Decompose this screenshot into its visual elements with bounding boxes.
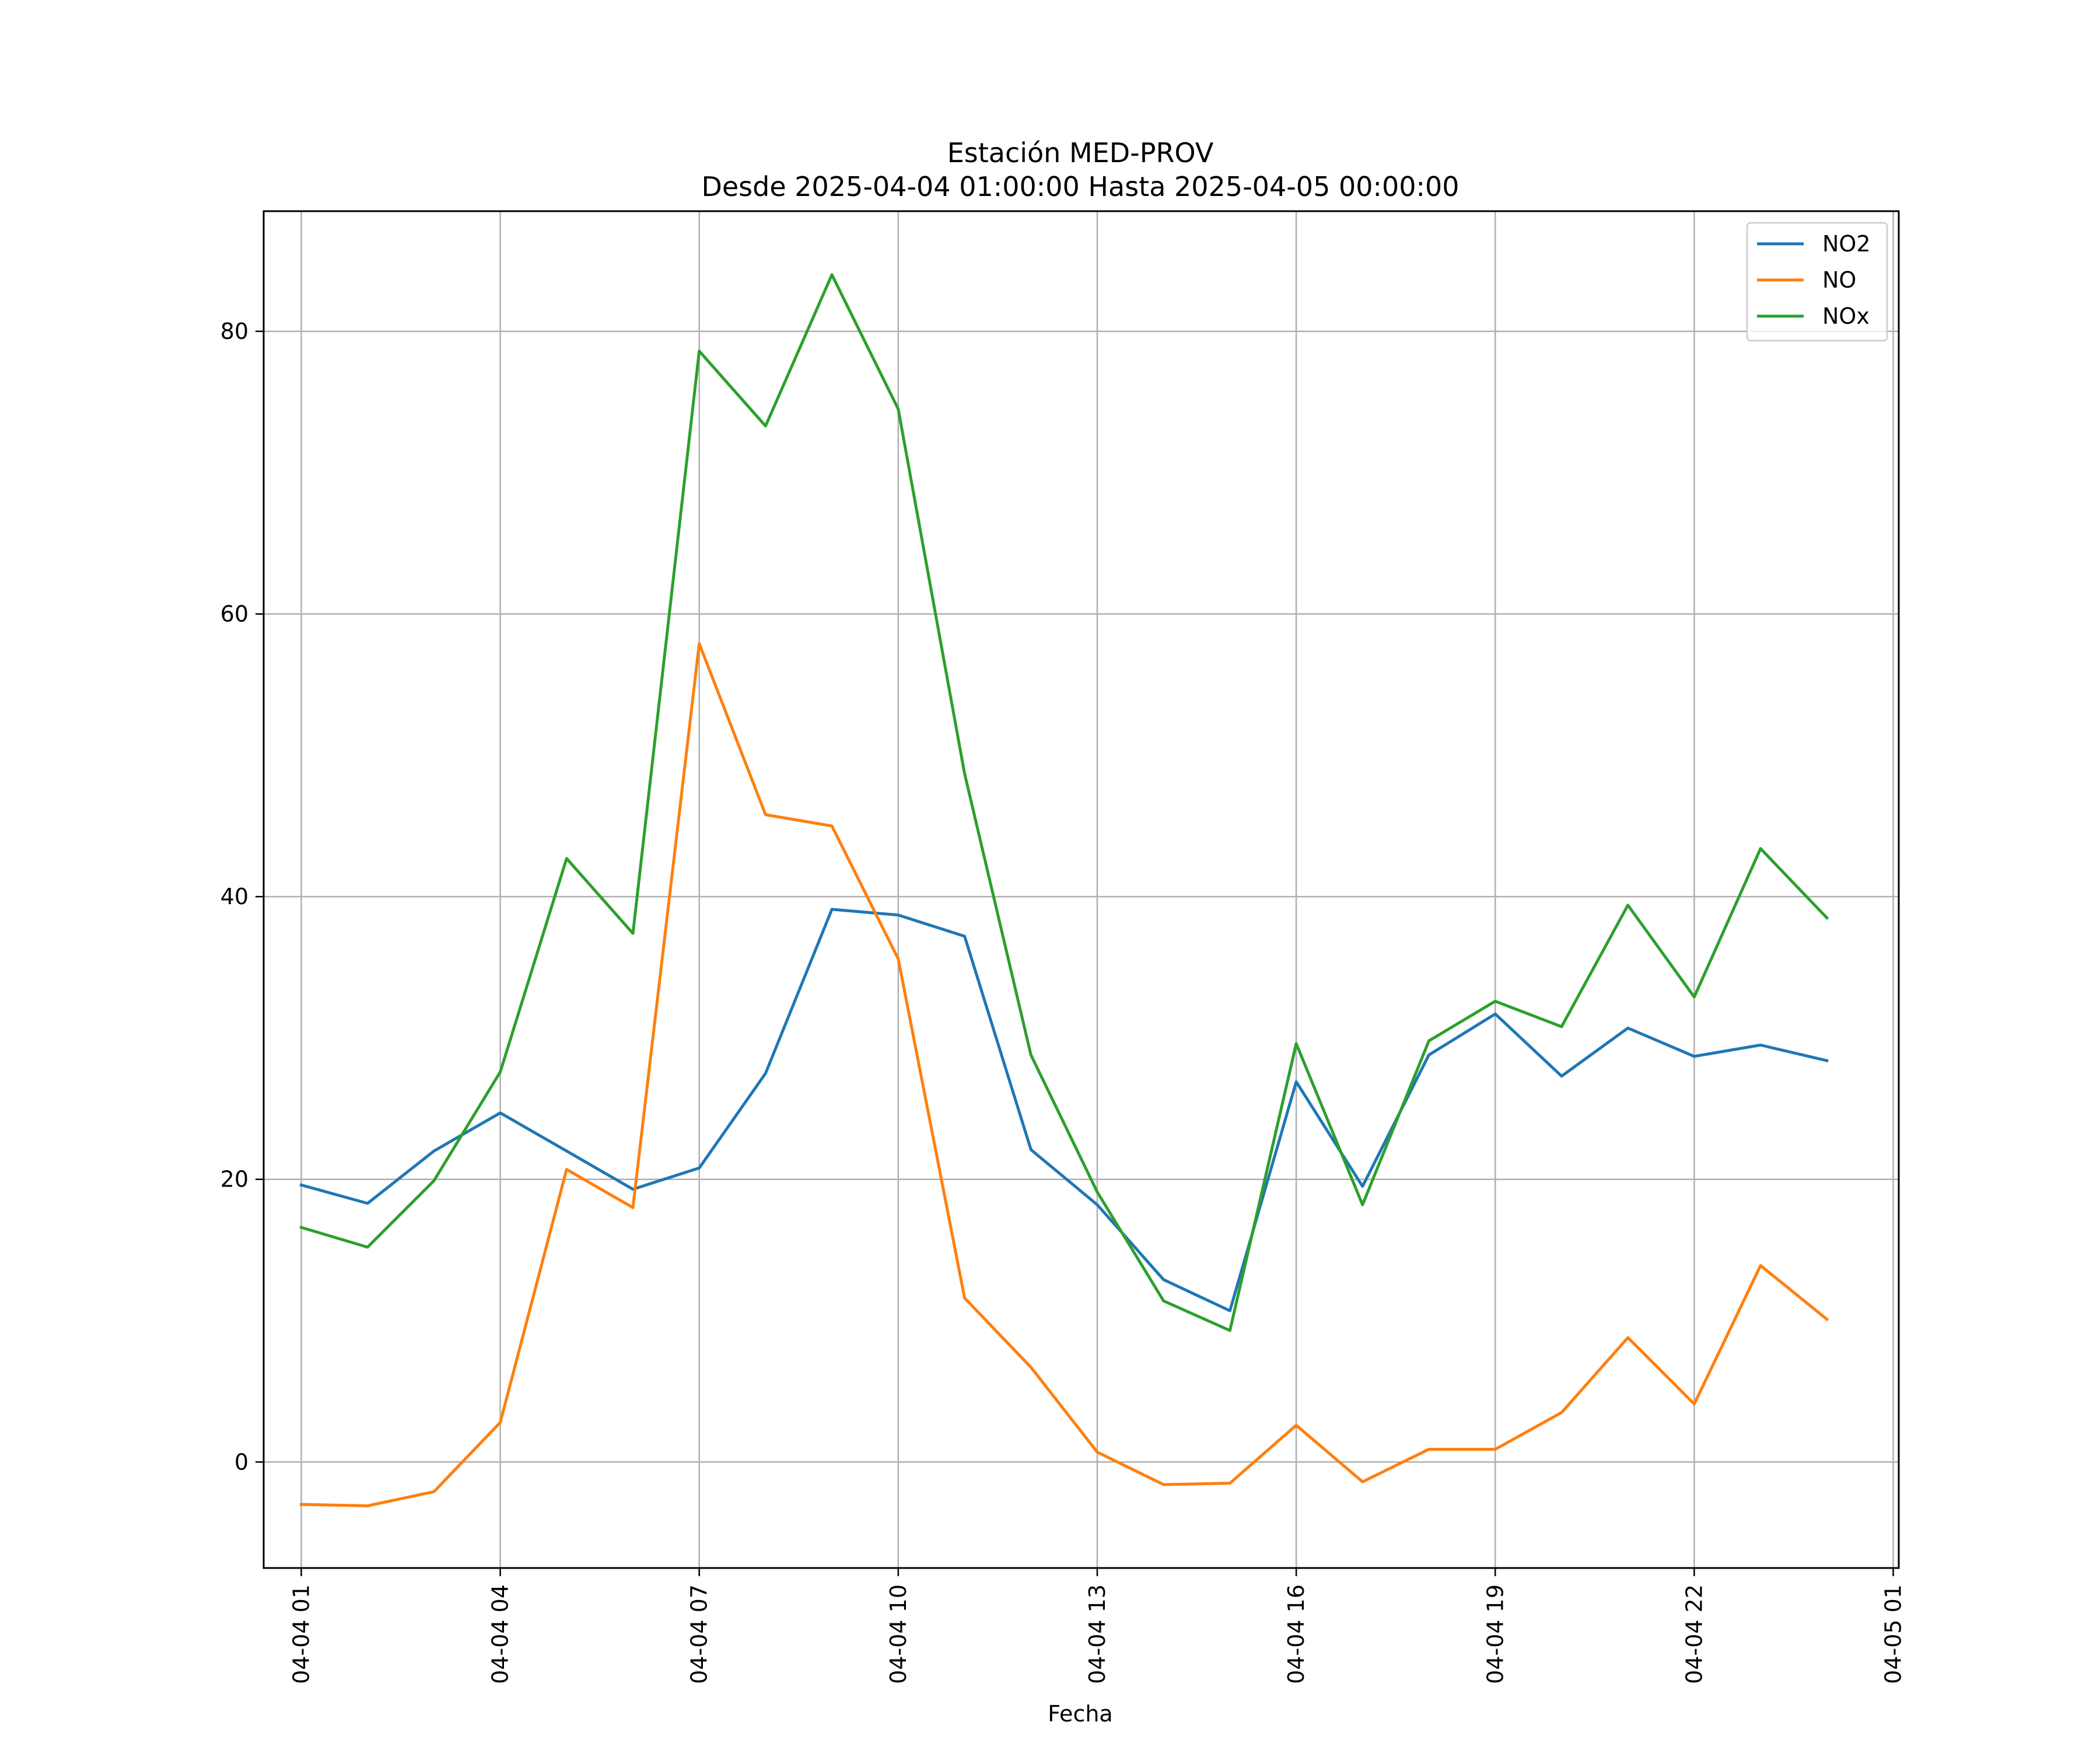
y-tick-label: 20 <box>220 1167 249 1192</box>
y-tick-label: 40 <box>220 884 249 909</box>
x-tick-label: 04-04 10 <box>886 1584 911 1684</box>
legend-label-no2: NO2 <box>1822 231 1871 257</box>
legend: NO2 NO NOx <box>1746 222 1888 342</box>
x-axis-ticks: 04-04 01 04-04 04 04-04 07 04-04 10 04-04 13… <box>288 1568 1906 1684</box>
x-tick-label: 04-04 07 <box>687 1584 712 1684</box>
series-line-nox <box>299 273 1829 1332</box>
series-line-no <box>299 642 1829 1507</box>
y-axis-ticks: 0 20 40 60 80 <box>220 318 264 1475</box>
x-tick-label: 04-04 04 <box>488 1584 513 1684</box>
x-tick-label: 04-04 22 <box>1681 1584 1707 1684</box>
x-tick-label: 04-05 01 <box>1881 1584 1906 1684</box>
y-tick-label: 80 <box>220 318 249 344</box>
legend-label-nox: NOx <box>1822 303 1870 329</box>
legend-box <box>1746 222 1888 342</box>
x-axis-label: Fecha <box>1048 1701 1112 1727</box>
chart-title-line1: Estación MED-PROV <box>947 137 1214 169</box>
series-lines <box>299 273 1829 1507</box>
chart-title-line2: Desde 2025-04-04 01:00:00 Hasta 2025-04-… <box>701 171 1459 202</box>
series-line-no2 <box>299 908 1829 1312</box>
y-tick-label: 0 <box>235 1449 249 1475</box>
x-tick-label: 04-04 16 <box>1283 1584 1309 1684</box>
y-tick-label: 60 <box>220 601 249 627</box>
plot-frame <box>262 210 1900 1569</box>
grid-lines <box>264 211 1899 1568</box>
legend-label-no: NO <box>1822 267 1856 293</box>
x-tick-label: 04-04 13 <box>1084 1584 1110 1684</box>
x-tick-label: 04-04 19 <box>1482 1584 1508 1684</box>
x-tick-label: 04-04 01 <box>288 1584 314 1684</box>
